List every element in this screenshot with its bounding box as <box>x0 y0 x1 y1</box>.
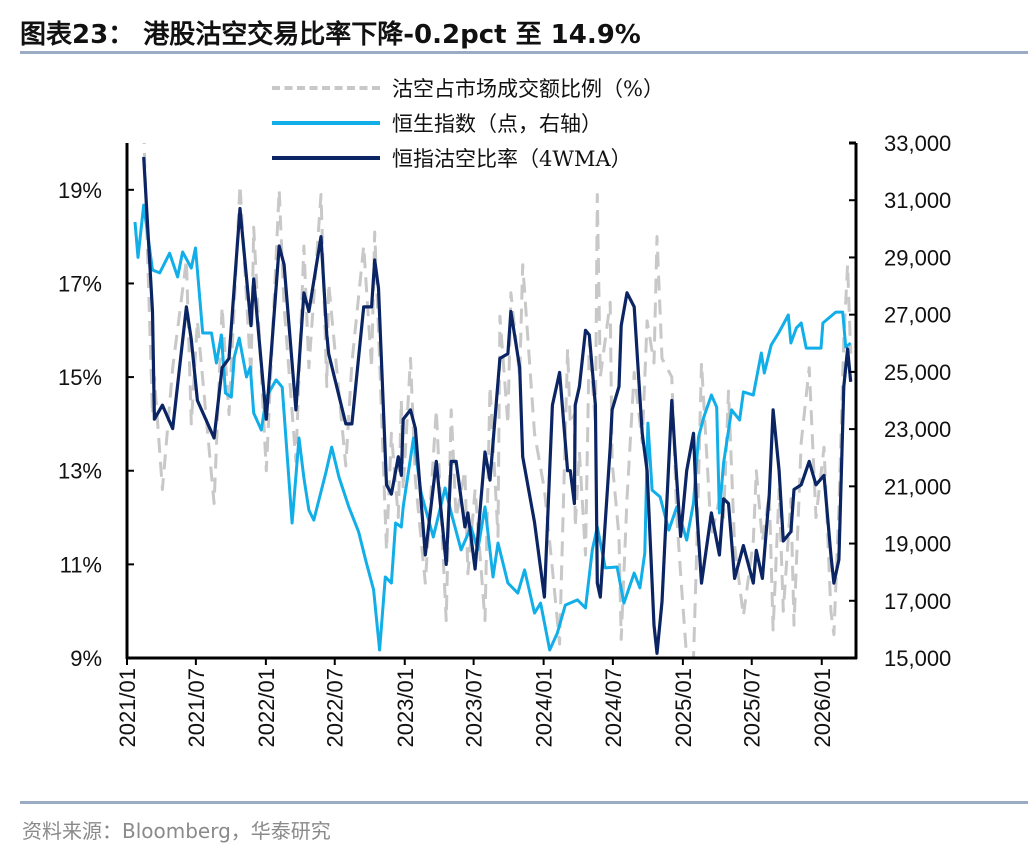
legend-item-hsi: 恒生指数（点，右轴） <box>272 105 664 140</box>
chart-title: 图表23： 港股沽空交易比率下降-0.2pct 至 14.9% <box>20 20 641 50</box>
left-axis-tick-label: 19% <box>58 178 102 203</box>
right-axis-tick-label: 21,000 <box>884 474 951 499</box>
series-line-hsi <box>133 203 852 652</box>
right-axis-tick-label: 27,000 <box>884 303 951 328</box>
right-axis-tick-label: 33,000 <box>884 131 951 156</box>
x-axis-tick-label: 2023/07 <box>462 668 487 748</box>
x-axis-tick-label: 2024/01 <box>532 668 557 748</box>
dashed-line-swatch-icon <box>272 85 380 90</box>
legend: 沽空占市场成交额比例（%） 恒生指数（点，右轴） 恒指沽空比率（4WMA） <box>272 70 664 175</box>
right-axis-tick-label: 25,000 <box>884 360 951 385</box>
left-axis-tick-label: 15% <box>58 365 102 390</box>
right-axis-tick-label: 19,000 <box>884 532 951 557</box>
left-axis-tick-label: 11% <box>60 552 102 577</box>
x-axis-tick-label: 2021/01 <box>115 668 140 748</box>
source-note: 资料来源：Bloomberg，华泰研究 <box>22 819 331 843</box>
x-axis-tick-label: 2026/01 <box>810 668 835 748</box>
left-axis-tick-label: 17% <box>58 271 102 296</box>
x-axis-tick-label: 2024/07 <box>601 668 626 748</box>
x-axis-tick-label: 2025/07 <box>740 668 765 748</box>
series-line-hsi-short-ratio-4wma <box>142 156 853 655</box>
line-swatch-icon <box>272 155 380 160</box>
x-axis-tick-label: 2023/01 <box>393 668 418 748</box>
title-divider <box>20 51 1028 54</box>
legend-item-daily-short-ratio: 沽空占市场成交额比例（%） <box>272 70 664 105</box>
x-axis-tick-label: 2025/01 <box>671 668 696 748</box>
legend-label: 恒生指数（点，右轴） <box>392 111 602 136</box>
x-axis-tick-label: 2021/07 <box>184 668 209 748</box>
legend-label: 沽空占市场成交额比例（%） <box>392 76 664 101</box>
right-axis-tick-label: 17,000 <box>884 589 951 614</box>
series-line-daily-short-ratio <box>142 143 853 658</box>
x-axis-tick-label: 2022/01 <box>254 668 279 748</box>
line-swatch-icon <box>272 120 380 125</box>
legend-label: 恒指沽空比率（4WMA） <box>392 146 632 171</box>
x-axis-tick-label: 2022/07 <box>323 668 348 748</box>
right-axis-tick-label: 29,000 <box>884 245 951 270</box>
left-axis-tick-label: 9% <box>70 646 102 671</box>
right-axis-tick-label: 23,000 <box>884 417 951 442</box>
right-axis-tick-label: 31,000 <box>884 188 951 213</box>
left-axis-tick-label: 13% <box>58 459 102 484</box>
footer-divider <box>20 801 1028 804</box>
legend-item-hsi-short-ratio-4wma: 恒指沽空比率（4WMA） <box>272 140 664 175</box>
right-axis-tick-label: 15,000 <box>884 646 951 671</box>
